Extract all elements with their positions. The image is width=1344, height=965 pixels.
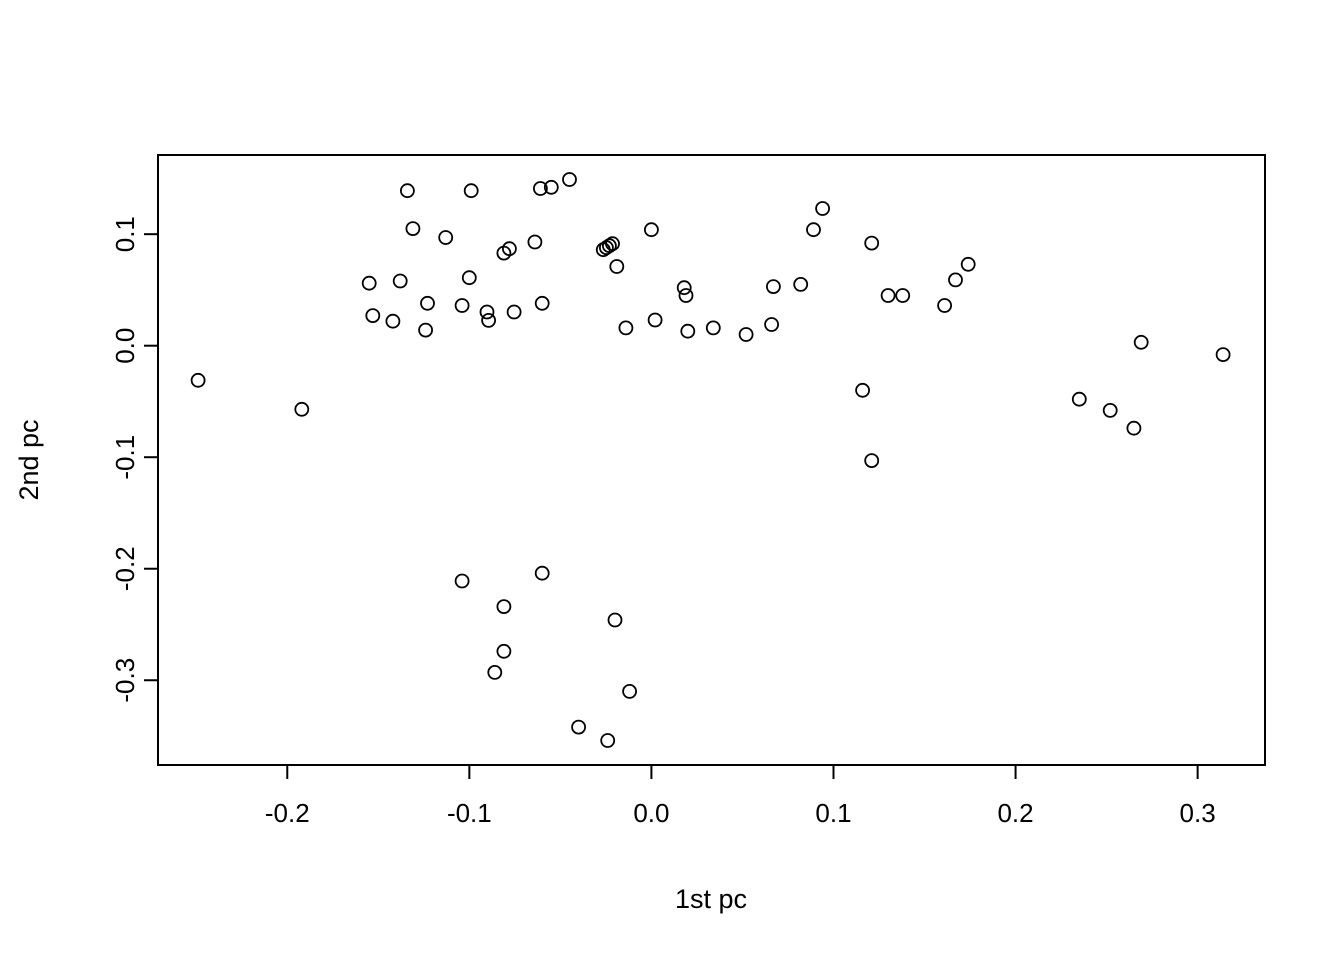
x-tick-label: -0.1 [447,798,492,828]
data-point [1071,391,1087,407]
data-point [764,317,779,332]
data-point [815,201,830,216]
data-point [864,235,880,251]
data-point [960,256,976,272]
data-point [399,183,415,199]
data-point [533,181,548,196]
data-point [454,573,470,589]
data-point [880,288,896,303]
data-point [766,279,781,295]
data-point [1215,347,1231,363]
data-point [361,275,377,291]
data-point [895,288,911,303]
data-point [571,719,586,735]
plot-border [157,154,1266,766]
data-point [793,276,809,292]
x-axis-label: 1st pc [675,884,747,914]
data-point [501,241,517,257]
y-tick-label: 0.0 [110,328,140,364]
data-point [607,612,623,628]
data-point [365,308,381,324]
data-point [190,372,206,388]
data-point [618,320,634,336]
data-point [602,238,617,254]
data-points [190,172,1231,748]
data-point [562,172,577,187]
data-point [605,236,620,252]
data-point [534,295,550,311]
data-point [948,272,963,288]
data-point [527,234,543,250]
x-tick-label: 0.0 [633,798,669,828]
y-axis-ticks: 0.1 0.0 -0.1 -0.2 -0.3 [110,216,158,703]
y-tick-label: 0.1 [110,216,140,252]
data-point [622,684,637,699]
data-point [806,222,821,238]
x-tick-label: -0.2 [265,798,310,828]
data-point [487,665,503,680]
data-point [534,565,550,581]
data-point [454,298,470,313]
data-point [609,259,625,274]
data-point [438,230,454,245]
data-point [1102,402,1118,418]
data-point [855,382,870,398]
data-point [600,733,616,748]
data-point [644,222,659,238]
data-point [385,313,401,329]
data-point [481,312,497,328]
data-point [463,183,479,199]
data-point [1126,420,1142,436]
data-point [864,453,880,469]
data-point [543,179,559,195]
data-point [496,643,512,659]
data-point [647,312,663,328]
data-point [738,327,754,342]
data-point [496,599,512,614]
y-axis-label: 2nd pc [14,419,44,500]
x-tick-label: 0.3 [1180,798,1216,828]
data-point [680,323,696,339]
data-point [418,322,434,338]
data-point [405,221,421,237]
y-tick-label: -0.3 [110,658,140,703]
data-point [506,304,522,320]
y-tick-label: -0.2 [110,546,140,591]
data-point [392,273,408,289]
x-tick-label: 0.1 [815,798,851,828]
data-point [420,295,435,311]
x-tick-label: 0.2 [997,798,1033,828]
data-point [1133,334,1149,350]
data-point [294,401,310,417]
data-point [461,270,477,286]
y-tick-label: -0.1 [110,435,140,480]
data-point [705,320,721,336]
data-point [678,288,694,303]
data-point [479,304,495,320]
data-point [676,280,692,296]
data-point [937,298,952,313]
x-axis-ticks: -0.2 -0.1 0.0 0.1 0.2 0.3 [265,765,1216,828]
